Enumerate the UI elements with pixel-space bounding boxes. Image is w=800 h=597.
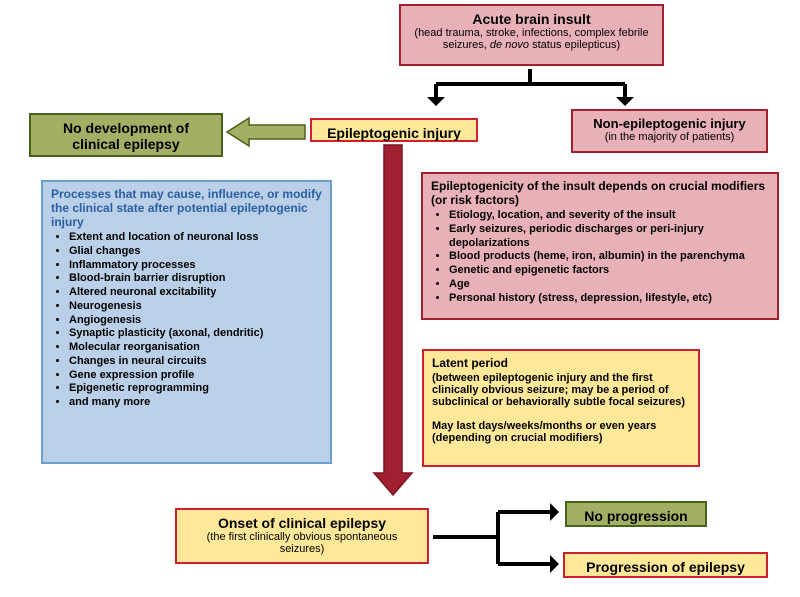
box-nonep: Non-epileptogenic injury(in the majority… — [571, 109, 768, 153]
box-onset: Onset of clinical epilepsy(the first cli… — [175, 508, 429, 564]
box-noprog: No progression — [565, 501, 707, 527]
box-modifiers-title: Epileptogenicity of the insult depends o… — [431, 179, 769, 207]
box-prog: Progression of epilepsy — [563, 552, 768, 578]
box-onset-title: Onset of clinical epilepsy — [185, 515, 419, 531]
box-latent-body: (between epileptogenic injury and the fi… — [432, 372, 690, 444]
box-acute-sub: (head trauma, stroke, infections, comple… — [409, 27, 654, 51]
arrow-top-left-head — [427, 97, 445, 106]
box-processes-item: and many more — [69, 396, 322, 410]
arrow-bottom-bot-head — [550, 555, 559, 573]
box-processes-item: Angiogenesis — [69, 314, 322, 328]
box-processes-title: Processes that may cause, influence, or … — [51, 187, 322, 229]
box-nonep-sub: (in the majority of patients) — [581, 131, 758, 143]
box-modifiers-item: Age — [449, 278, 769, 292]
box-modifiers-item: Genetic and epigenetic factors — [449, 264, 769, 278]
box-latent: Latent period (between epileptogenic inju… — [422, 349, 700, 467]
box-processes-item: Changes in neural circuits — [69, 355, 322, 369]
arrow-green — [227, 118, 305, 146]
box-processes-item: Synaptic plasticity (axonal, dendritic) — [69, 327, 322, 341]
box-noprog-title: No progression — [575, 508, 697, 524]
box-epinj-title: Epileptogenic injury — [320, 125, 468, 141]
box-processes-item: Epigenetic reprogramming — [69, 382, 322, 396]
box-processes-list: Extent and location of neuronal lossGlia… — [69, 231, 322, 410]
box-processes-item: Gene expression profile — [69, 369, 322, 383]
arrow-bottom-top-head — [550, 503, 559, 521]
box-processes-item: Inflammatory processes — [69, 259, 322, 273]
box-modifiers-item: Blood products (heme, iron, albumin) in … — [449, 250, 769, 264]
box-nodev-title: No development of clinical epilepsy — [39, 120, 213, 152]
box-nonep-title: Non-epileptogenic injury — [581, 116, 758, 131]
box-acute-title: Acute brain insult — [409, 11, 654, 27]
box-modifiers: Epileptogenicity of the insult depends o… — [421, 172, 779, 320]
box-onset-sub: (the first clinically obvious spontaneou… — [185, 531, 419, 555]
box-prog-title: Progression of epilepsy — [573, 559, 758, 575]
arrow-top-right-head — [616, 97, 634, 106]
box-processes: Processes that may cause, influence, or … — [41, 180, 332, 464]
arrow-red-down — [374, 145, 412, 495]
box-modifiers-item: Early seizures, periodic discharges or p… — [449, 223, 769, 251]
box-nodev: No development of clinical epilepsy — [29, 113, 223, 157]
box-processes-item: Extent and location of neuronal loss — [69, 231, 322, 245]
box-epinj: Epileptogenic injury — [310, 118, 478, 142]
box-acute: Acute brain insult(head trauma, stroke, … — [399, 4, 664, 66]
diagram-stage: Acute brain insult(head trauma, stroke, … — [0, 0, 800, 597]
box-processes-item: Molecular reorganisation — [69, 341, 322, 355]
box-modifiers-item: Personal history (stress, depression, li… — [449, 292, 769, 306]
box-processes-item: Neurogenesis — [69, 300, 322, 314]
box-modifiers-item: Etiology, location, and severity of the … — [449, 209, 769, 223]
box-latent-title: Latent period — [432, 356, 690, 370]
box-processes-item: Blood-brain barrier disruption — [69, 272, 322, 286]
box-modifiers-list: Etiology, location, and severity of the … — [449, 209, 769, 305]
box-processes-item: Altered neuronal excitability — [69, 286, 322, 300]
box-processes-item: Glial changes — [69, 245, 322, 259]
